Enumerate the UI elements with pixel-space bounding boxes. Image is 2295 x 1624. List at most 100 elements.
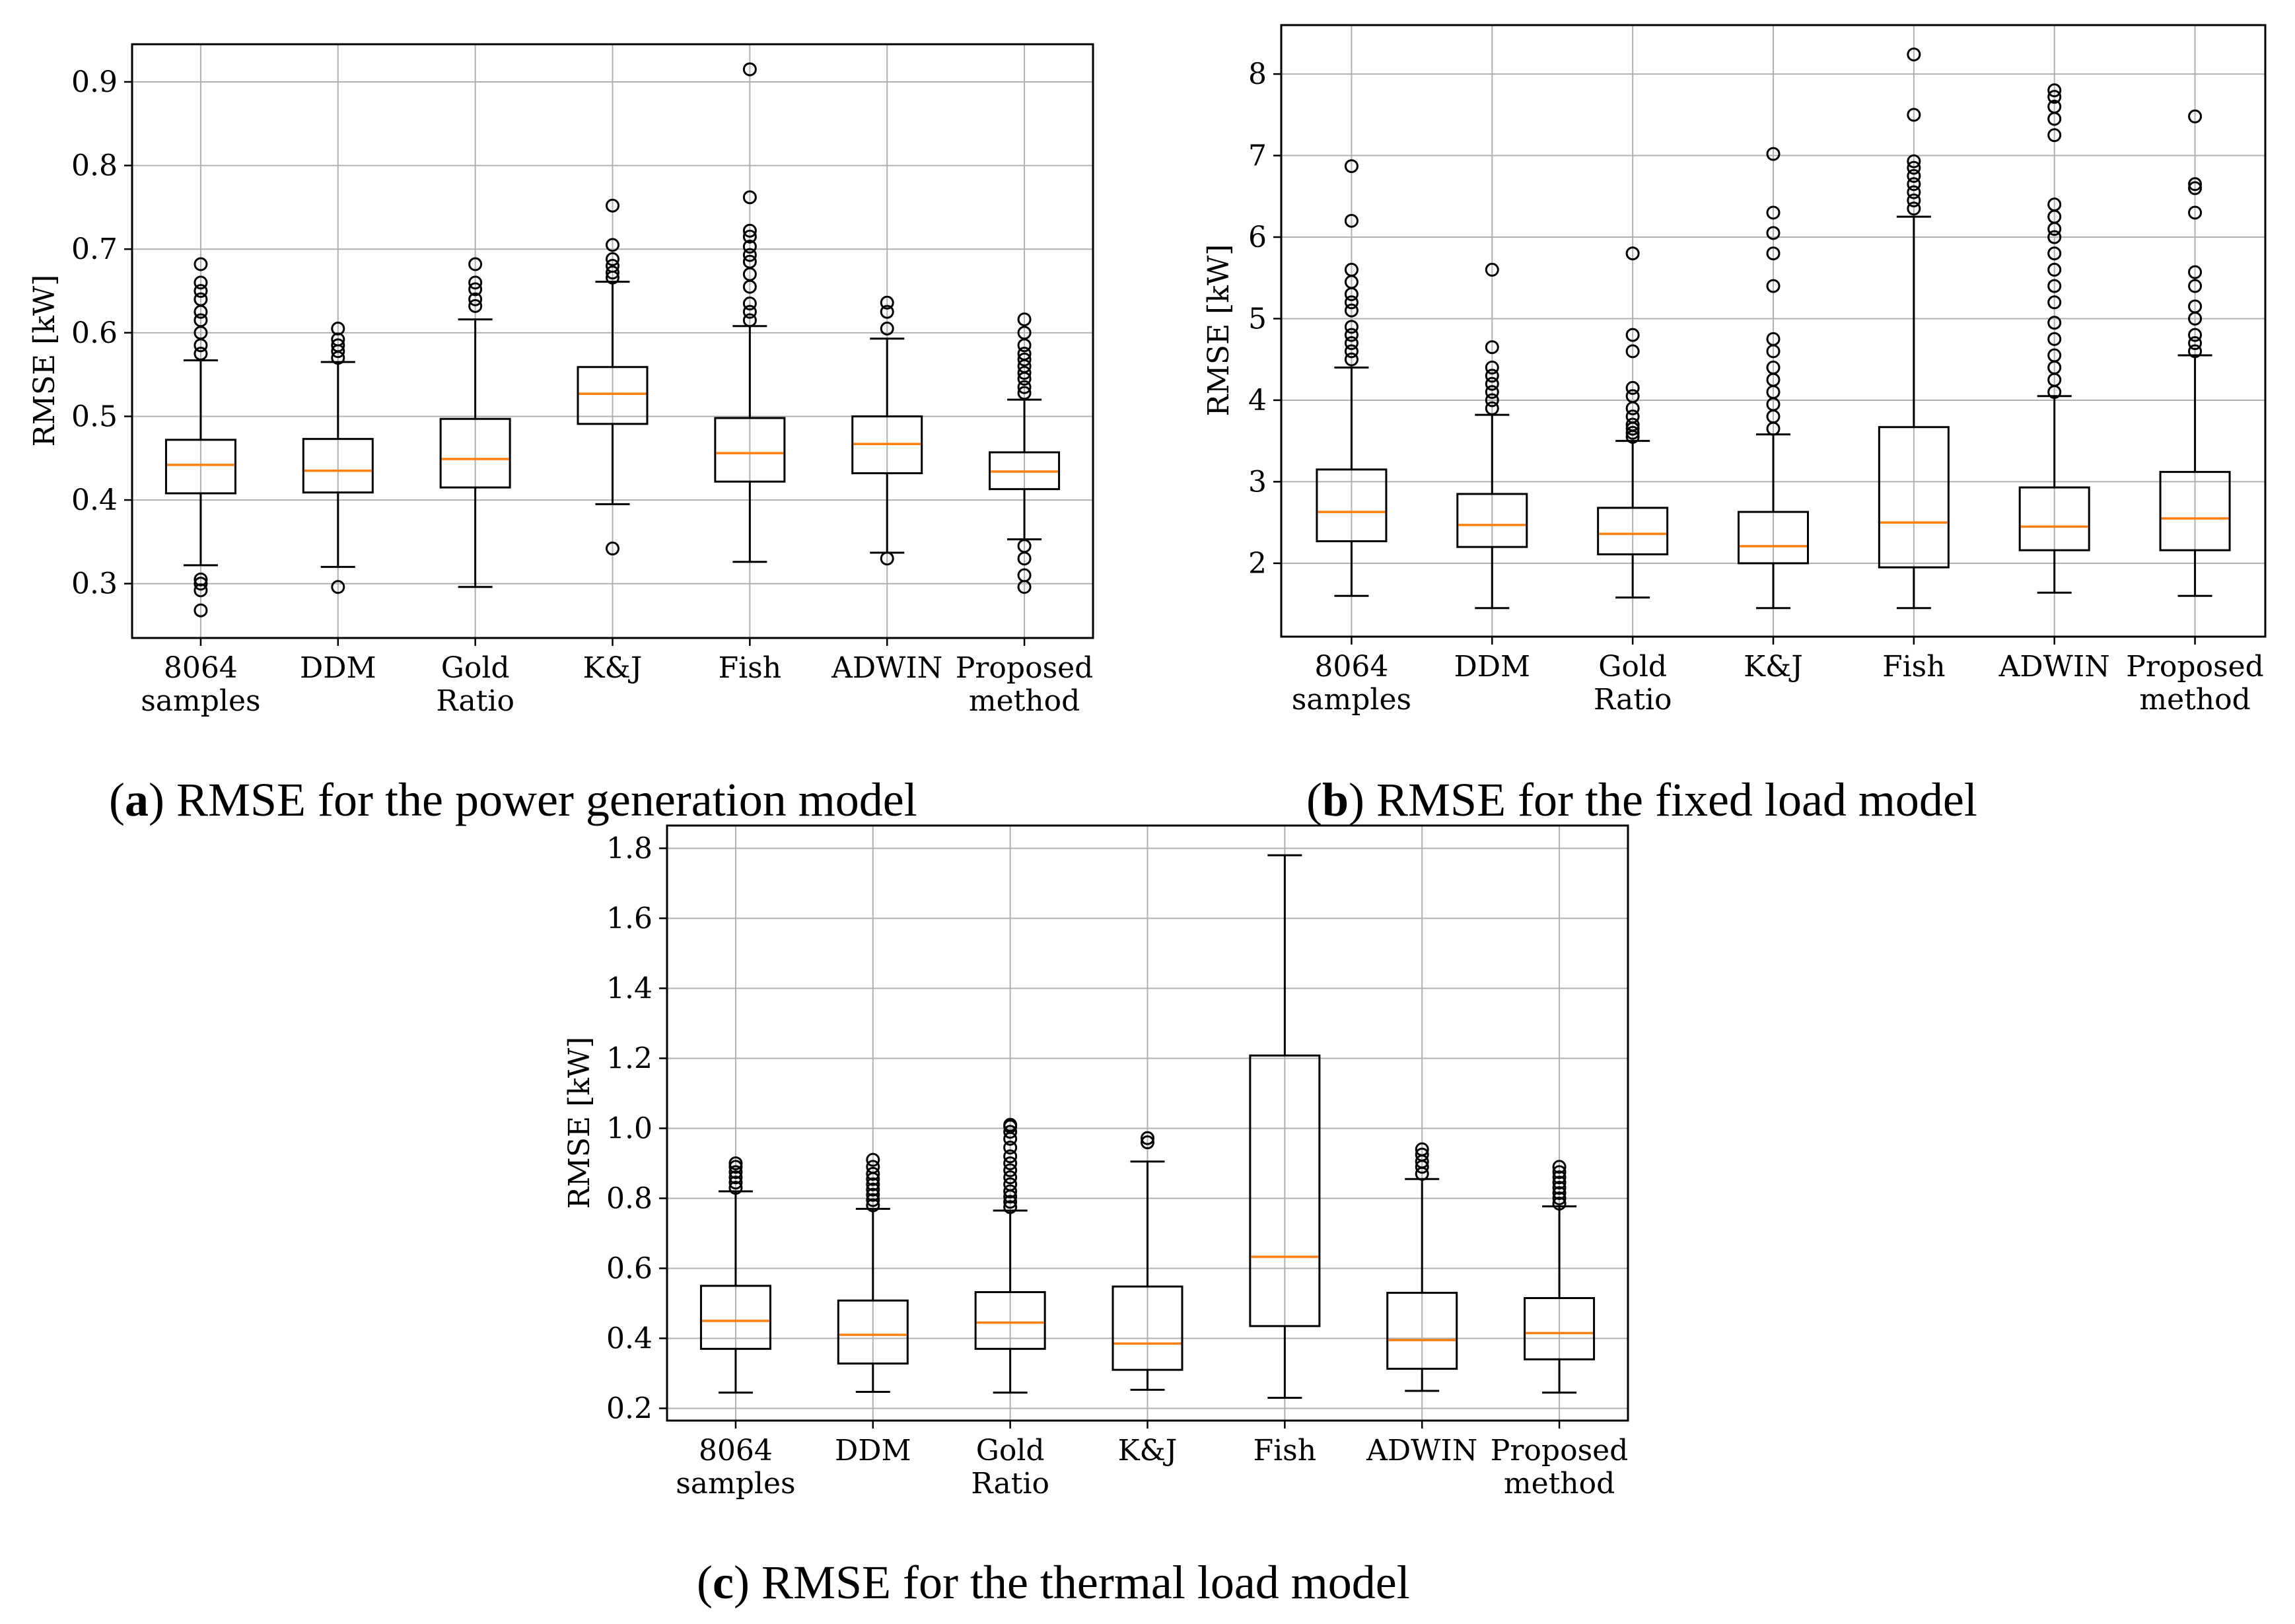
- outlier-point: [866, 1198, 880, 1213]
- outlier-point: [1485, 262, 1499, 277]
- outlier-point: [1003, 1156, 1018, 1170]
- box-c-7: [1524, 1160, 1596, 1394]
- x-tick-label-line: Proposed: [2126, 650, 2264, 684]
- outlier-point: [742, 229, 757, 244]
- iqr-box: [439, 417, 511, 489]
- y-tick-label: 0.6: [606, 1252, 653, 1285]
- box-a-5: [714, 62, 786, 563]
- outlier-point: [1907, 108, 1921, 122]
- x-tick-label-line: K&J: [583, 651, 643, 685]
- outlier-point: [606, 238, 619, 252]
- outlier-point: [468, 282, 483, 297]
- y-tick-label: 7: [1248, 139, 1267, 173]
- x-tick-label-line: method: [2139, 683, 2250, 717]
- outlier-point: [2047, 316, 2062, 330]
- outlier-point: [331, 332, 345, 347]
- outlier-point: [742, 190, 757, 205]
- outlier-point: [194, 292, 208, 306]
- plot-b: 2 3 4 5 6 7 8 8064 samples DDM Gold Ratio K&J Fish ADW…: [1248, 24, 2267, 717]
- iqr-box: [714, 417, 786, 483]
- panel-c: 0.2 0.4 0.6 0.8 1.0 1.2 1.4 1.6 1.8 8064 samples DD…: [563, 824, 1629, 1609]
- x-tick-label-line: Ratio: [1594, 683, 1672, 717]
- outlier-point: [468, 299, 483, 313]
- outlier-point: [468, 275, 483, 290]
- outlier-point: [1017, 366, 1032, 380]
- outlier-point: [880, 322, 894, 336]
- x-tick-label-line: Gold: [1598, 650, 1667, 684]
- x-tick-label: ADWIN: [1998, 650, 2110, 684]
- box-b-4: [1738, 147, 1809, 610]
- caption-b-letter: b: [1322, 773, 1349, 826]
- outlier-point: [2188, 205, 2203, 220]
- outlier-point: [194, 577, 208, 591]
- outlier-point: [1344, 303, 1359, 318]
- outlier-point: [866, 1177, 880, 1191]
- outlier-point: [1344, 328, 1359, 342]
- y-tick-label: 0.8: [606, 1182, 653, 1215]
- x-tick-label: Fish: [719, 651, 782, 685]
- caption-b-text: RMSE for the fixed load model: [1376, 773, 1977, 826]
- outlier-point: [866, 1152, 880, 1167]
- outlier-point: [1003, 1141, 1018, 1155]
- outlier-point: [2047, 230, 2062, 244]
- outlier-point: [1552, 1181, 1567, 1195]
- outlier-point: [1017, 352, 1032, 367]
- outlier-point: [1003, 1184, 1018, 1199]
- plot-frame: [1280, 24, 2267, 638]
- outlier-point: [1485, 401, 1499, 415]
- box-c-5: [1249, 854, 1321, 1399]
- outlier-point: [1625, 344, 1640, 359]
- outlier-point: [866, 1160, 880, 1174]
- outlier-point: [2188, 279, 2203, 293]
- outlier-point: [1485, 385, 1499, 400]
- outlier-point: [606, 542, 619, 556]
- box-b-5: [1878, 47, 1950, 610]
- outlier-point: [1625, 246, 1640, 261]
- x-tick-label-line: 8064: [1314, 650, 1388, 684]
- outlier-point: [2047, 332, 2062, 346]
- outlier-point: [2047, 348, 2062, 363]
- x-tick-label: 8064 samples: [676, 1434, 795, 1500]
- outlier-point: [1003, 1200, 1018, 1215]
- outlier-point: [2047, 246, 2062, 261]
- outlier-point: [1552, 1165, 1567, 1180]
- iqr-box: [1456, 493, 1528, 548]
- outlier-point: [1552, 1176, 1567, 1190]
- ylabel-b: RMSE [kW]: [1202, 244, 1236, 417]
- y-tick-label: 0.5: [71, 400, 118, 433]
- outlier-point: [1344, 159, 1359, 174]
- x-tick-label: Proposed method: [2126, 650, 2264, 717]
- outlier-point: [1625, 389, 1640, 404]
- x-tick-label: 8064 samples: [1292, 650, 1411, 717]
- outlier-point: [1485, 340, 1499, 355]
- outlier-point: [728, 1156, 743, 1170]
- outlier-point: [1625, 409, 1640, 424]
- outlier-point: [1485, 376, 1499, 391]
- x-tick-label: ADWIN: [1366, 1434, 1477, 1467]
- y-tick-label: 0.9: [71, 65, 118, 99]
- outlier-point: [866, 1182, 880, 1197]
- iqr-box: [699, 1285, 771, 1350]
- outlier-point: [1344, 336, 1359, 351]
- outlier-point: [866, 1187, 880, 1202]
- outlier-point: [1017, 539, 1032, 553]
- x-tick-label: Proposed method: [956, 651, 1094, 718]
- outlier-point: [1907, 193, 1921, 207]
- outlier-point: [866, 1166, 880, 1181]
- outlier-point: [2047, 128, 2062, 143]
- outlier-point: [1003, 1149, 1018, 1164]
- outlier-point: [1003, 1125, 1018, 1139]
- outlier-point: [880, 551, 894, 566]
- outlier-point: [728, 1176, 743, 1190]
- outlier-point: [606, 198, 619, 213]
- outlier-point: [1017, 312, 1032, 327]
- plot-c: 0.2 0.4 0.6 0.8 1.0 1.2 1.4 1.6 1.8 8064 samples DD…: [606, 824, 1629, 1500]
- box-a-4: [577, 198, 649, 556]
- iqr-box: [2159, 471, 2231, 551]
- x-tick-label-line: Fish: [1253, 1434, 1317, 1467]
- outlier-point: [194, 583, 208, 598]
- outlier-point: [1552, 1196, 1567, 1211]
- outlier-point: [2047, 197, 2062, 212]
- iqr-box: [2018, 486, 2090, 551]
